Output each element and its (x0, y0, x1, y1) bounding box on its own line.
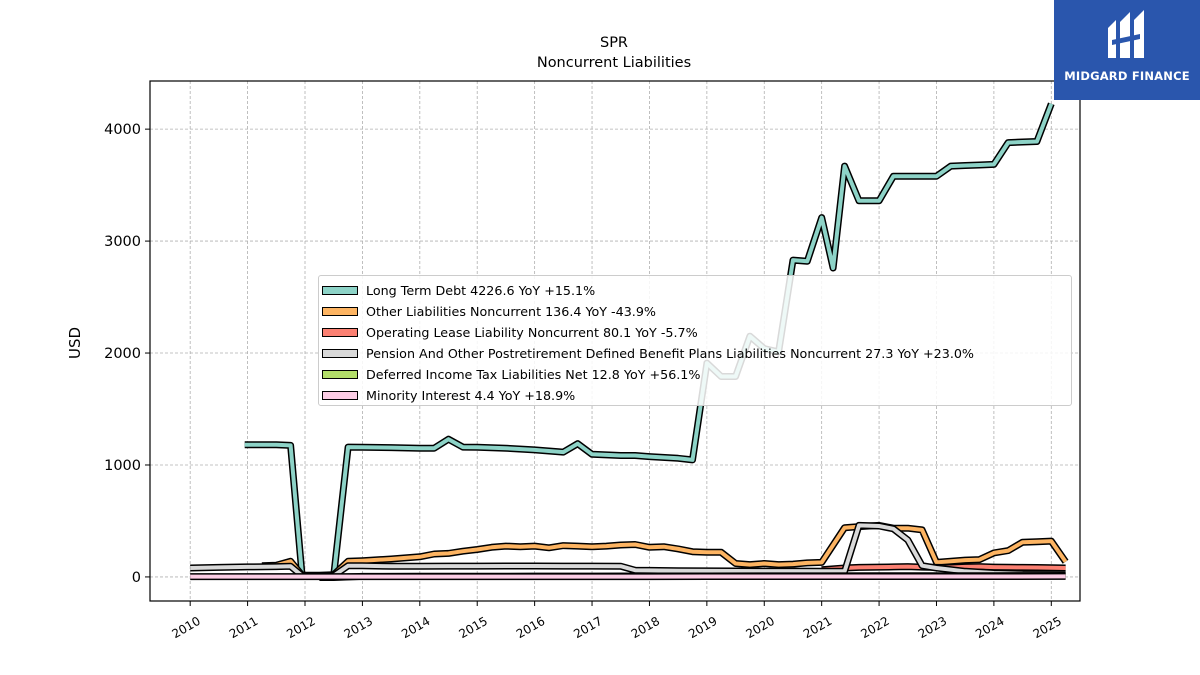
y-tick-label: 3000 (104, 234, 141, 250)
x-tick-label: 2024 (973, 614, 1006, 641)
x-tick-label: 2014 (399, 614, 432, 641)
y-tick-label: 1000 (104, 458, 141, 474)
legend-label: Long Term Debt 4226.6 YoY +15.1% (366, 283, 596, 298)
x-tick-label: 2013 (342, 614, 375, 641)
series-long-term-debt (244, 102, 1055, 580)
legend-swatch (322, 286, 358, 295)
y-axis-label: USD (66, 327, 84, 359)
legend-item-deferred-tax: Deferred Income Tax Liabilities Net 12.8… (319, 364, 1071, 385)
legend-swatch (322, 370, 358, 379)
legend-item-other-liabilities: Other Liabilities Noncurrent 136.4 YoY -… (319, 301, 1071, 322)
y-tick-label: 2000 (104, 346, 141, 362)
y-tick-label: 4000 (104, 122, 141, 138)
x-tick-label: 2019 (686, 614, 719, 641)
x-tick-label: 2010 (169, 614, 202, 641)
x-tick-label: 2012 (284, 614, 317, 641)
x-tick-label: 2021 (801, 614, 834, 641)
legend-label: Minority Interest 4.4 YoY +18.9% (366, 388, 576, 403)
legend-label: Operating Lease Liability Noncurrent 80.… (366, 325, 698, 340)
x-tick-label: 2018 (629, 614, 662, 641)
legend-swatch (322, 391, 358, 400)
x-tick-label: 2017 (571, 614, 604, 641)
legend-swatch (322, 307, 358, 316)
legend-swatch (322, 328, 358, 337)
logo-mark-icon (1108, 10, 1144, 58)
legend-swatch (322, 349, 358, 358)
chart-subtitle: Noncurrent Liabilities (537, 55, 691, 71)
legend-label: Other Liabilities Noncurrent 136.4 YoY -… (366, 304, 656, 319)
x-tick-label: 2020 (744, 614, 777, 641)
x-tick-label: 2022 (858, 614, 891, 641)
series-line (261, 523, 1068, 578)
plot-frame (149, 80, 1081, 602)
brand-logo: MIDGARD FINANCE (1054, 0, 1200, 100)
legend-label: Deferred Income Tax Liabilities Net 12.8… (366, 367, 701, 382)
y-tick-label: 0 (132, 570, 141, 586)
brand-name: MIDGARD FINANCE (1064, 69, 1190, 83)
legend-item-minority-interest: Minority Interest 4.4 YoY +18.9% (319, 385, 1071, 406)
legend-label: Pension And Other Postretirement Defined… (366, 346, 974, 361)
legend-item-operating-lease: Operating Lease Liability Noncurrent 80.… (319, 322, 1071, 343)
legend-item-long-term-debt: Long Term Debt 4226.6 YoY +15.1% (319, 280, 1071, 301)
x-tick-label: 2016 (514, 614, 547, 641)
series-line (244, 103, 1054, 578)
x-tick-label: 2025 (1031, 614, 1064, 641)
x-axis: 2010 2011 2012 2013 2014 2015 2016 2017 2018 2019… (169, 601, 1064, 641)
y-axis: 0 1000 2000 3000 4000 (104, 122, 150, 586)
series-layer (190, 102, 1069, 581)
x-tick-label: 2015 (456, 614, 489, 641)
chart-title: SPR (600, 35, 628, 51)
series-other-liabilities-noncurrent (261, 521, 1069, 579)
legend-item-pension: Pension And Other Postretirement Defined… (319, 343, 1071, 364)
x-tick-label: 2011 (227, 614, 260, 641)
x-tick-label: 2023 (916, 614, 949, 641)
legend: Long Term Debt 4226.6 YoY +15.1% Other L… (318, 275, 1072, 406)
